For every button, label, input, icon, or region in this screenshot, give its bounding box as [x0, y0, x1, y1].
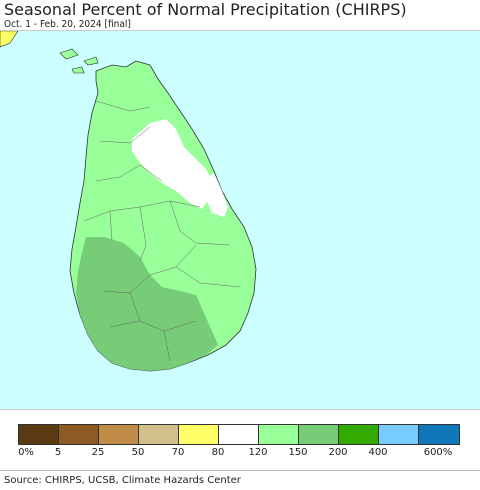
legend-swatch — [179, 425, 219, 444]
legend-tick-label: 150 — [288, 447, 308, 458]
legend-tick-label: 400 — [368, 447, 388, 458]
legend-swatch — [419, 425, 459, 444]
legend-swatch — [59, 425, 99, 444]
legend-tick-label: 5 — [54, 447, 62, 458]
near-normal-east — [204, 173, 228, 217]
legend-swatch — [219, 425, 259, 444]
legend-tick-labels: 0% 5 25 50 70 80 120 150 200 400 600% — [0, 447, 480, 461]
legend-tick-label: 200 — [328, 447, 348, 458]
map-title: Seasonal Percent of Normal Precipitation… — [4, 0, 407, 19]
color-legend — [18, 424, 460, 445]
legend-tick-label: 120 — [248, 447, 268, 458]
legend-swatch — [139, 425, 179, 444]
legend-swatch — [299, 425, 339, 444]
legend-swatch — [339, 425, 379, 444]
wetter-southwest — [76, 237, 218, 371]
legend-tick-label: 80 — [211, 447, 225, 458]
legend-swatch — [379, 425, 419, 444]
legend-swatch — [19, 425, 59, 444]
source-credit: Source: CHIRPS, UCSB, Climate Hazards Ce… — [4, 475, 241, 486]
near-normal-region — [132, 119, 212, 209]
footer-divider — [0, 470, 480, 471]
india-coast-patch — [0, 31, 19, 48]
map-subtitle: Oct. 1 - Feb. 20, 2024 [final] — [4, 19, 131, 30]
legend-tick-label: 600% — [423, 447, 453, 458]
legend-tick-label: 50 — [131, 447, 145, 458]
legend-swatch — [259, 425, 299, 444]
legend-tick-label: 25 — [91, 447, 105, 458]
district-boundaries — [83, 100, 241, 362]
map-panel — [0, 30, 480, 410]
northern-islands — [59, 48, 99, 74]
sri-lanka-map — [0, 31, 257, 372]
legend-tick-label: 70 — [171, 447, 185, 458]
legend-swatch — [99, 425, 139, 444]
legend-tick-label: 0% — [18, 447, 34, 458]
